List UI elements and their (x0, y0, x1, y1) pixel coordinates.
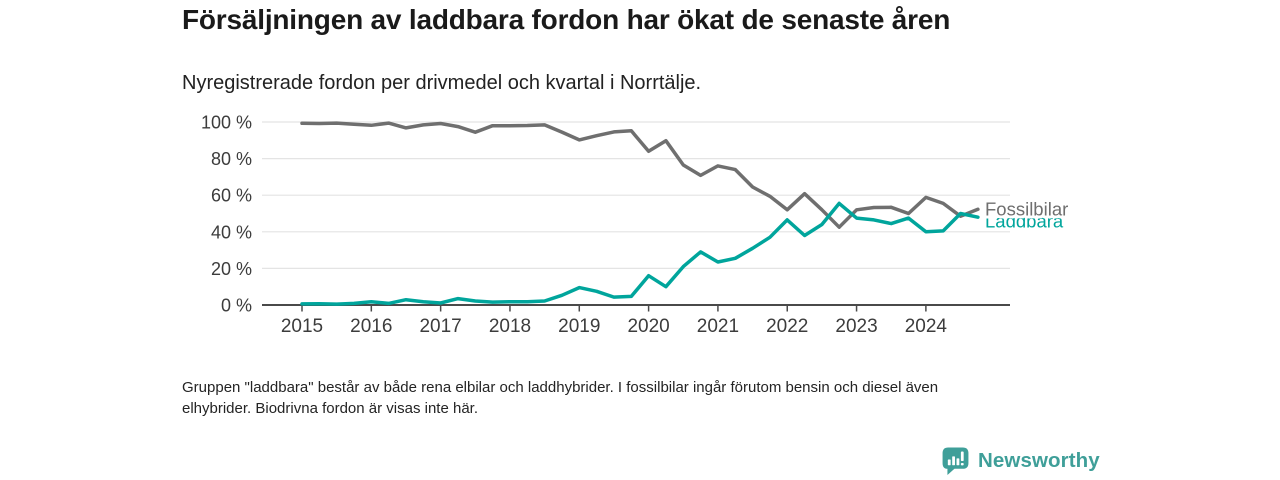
footnote-line-1: Gruppen "laddbara" består av både rena e… (182, 379, 939, 396)
y-tick-label: 40 % (211, 222, 252, 242)
x-tick-label: 2020 (627, 316, 669, 337)
x-tick-label: 2021 (697, 316, 739, 337)
chart-title: Försäljningen av laddbara fordon har öka… (182, 4, 951, 35)
newsworthy-logo[interactable]: Newsworthy (941, 446, 1100, 476)
newsworthy-speech-bubble-bar-chart-icon (942, 447, 969, 475)
x-tick-label: 2017 (419, 316, 461, 337)
series-line-laddbara (300, 201, 980, 306)
x-tick-label: 2018 (489, 316, 531, 337)
chart-footnote: Gruppen "laddbara" består av både rena e… (182, 377, 1082, 419)
footnote-line-2: elhybrider. Biodrivna fordon är visas in… (182, 400, 478, 417)
series-line-fossilbilar (300, 121, 980, 229)
y-tick-label: 100 % (201, 113, 252, 133)
x-tick-label: 2015 (281, 316, 323, 337)
series-label-laddbara: Laddbara (985, 211, 1064, 232)
series-label-fossilbilar: Fossilbilar (985, 199, 1068, 220)
x-tick-label: 2016 (350, 316, 392, 337)
y-tick-label: 0 % (221, 296, 252, 316)
x-tick-label: 2023 (835, 316, 877, 337)
x-tick-label: 2019 (558, 316, 600, 337)
y-tick-label: 60 % (211, 186, 252, 206)
x-tick-label: 2024 (905, 316, 948, 337)
chart-subtitle: Nyregistrerade fordon per drivmedel och … (182, 72, 702, 94)
y-tick-label: 20 % (211, 259, 252, 279)
x-tick-label: 2022 (766, 316, 808, 337)
newsworthy-brand-name: Newsworthy (978, 449, 1100, 472)
y-tick-label: 80 % (211, 149, 252, 169)
line-chart: 100 % 80 % 60 % 40 % 20 % 0 % 2015 2016 2017 2018… (201, 113, 1071, 338)
